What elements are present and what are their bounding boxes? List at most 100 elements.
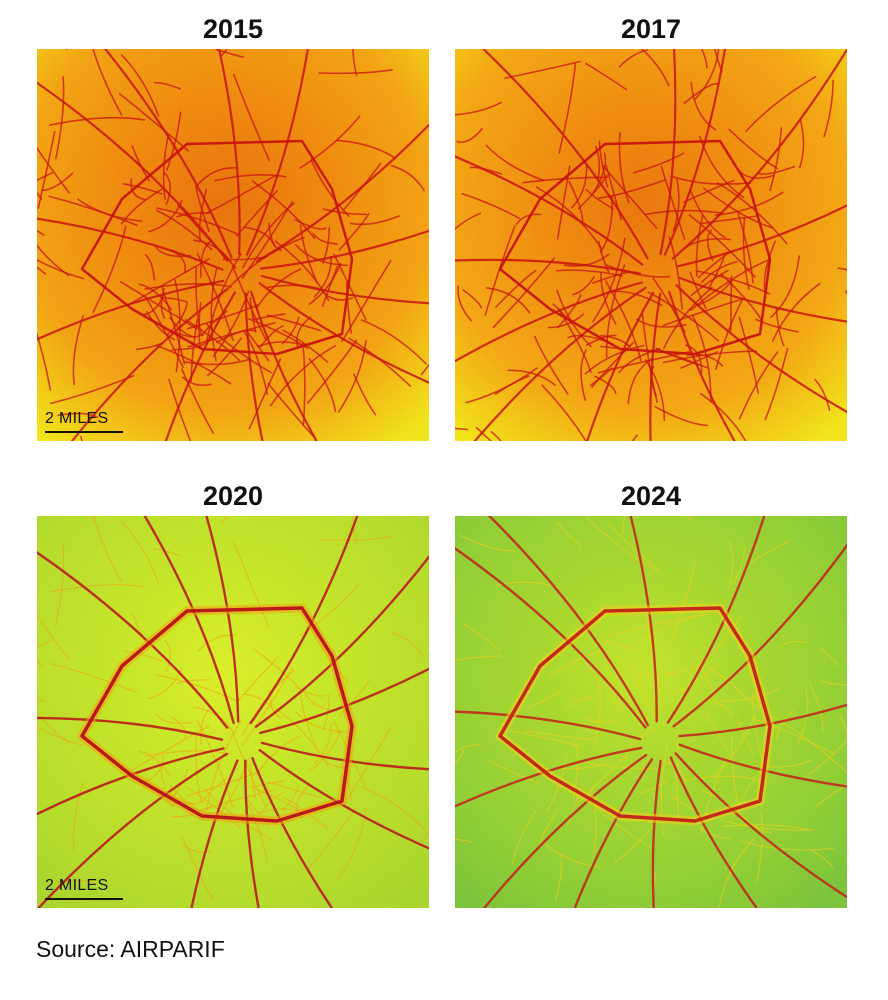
street (602, 165, 658, 229)
street (525, 730, 594, 741)
street (294, 686, 327, 697)
street (604, 280, 642, 362)
street (232, 73, 270, 161)
street (689, 189, 726, 239)
scale-line (45, 431, 123, 433)
street (49, 584, 145, 593)
road-network (455, 516, 847, 908)
street (390, 164, 425, 192)
street (313, 255, 332, 298)
street (241, 668, 293, 746)
street (701, 215, 759, 225)
street (631, 434, 638, 441)
street (536, 186, 603, 249)
street (195, 732, 202, 803)
street (282, 329, 329, 363)
street (798, 118, 805, 169)
street (153, 81, 181, 90)
arterial-road (245, 49, 309, 256)
street (337, 339, 367, 413)
street (771, 282, 821, 342)
street (585, 62, 628, 91)
arterial-road (244, 292, 264, 441)
street (601, 640, 636, 651)
street (456, 128, 483, 143)
street (282, 783, 300, 812)
street (580, 349, 587, 401)
arterial-road (651, 759, 662, 908)
street (455, 743, 482, 754)
panel-2020: 2020 2 MILES (37, 476, 429, 908)
street (618, 132, 630, 204)
arterial-road (668, 290, 736, 441)
street (162, 135, 169, 200)
street (755, 318, 799, 333)
street (174, 279, 181, 373)
map-background (455, 516, 847, 908)
arterial-road (251, 756, 334, 908)
street (589, 788, 597, 858)
street (600, 334, 631, 348)
street (492, 257, 555, 329)
street (163, 172, 172, 206)
street (647, 291, 720, 342)
street (640, 49, 670, 87)
street (168, 378, 192, 441)
street (160, 754, 166, 786)
street (814, 378, 831, 411)
street (660, 165, 686, 240)
street (156, 674, 239, 702)
street (420, 363, 429, 376)
street (41, 172, 74, 192)
pollution-map: 2 MILES (37, 49, 429, 441)
street (455, 748, 465, 764)
arterial-road (37, 279, 225, 341)
street (690, 259, 769, 311)
street (145, 254, 156, 281)
map-background (37, 516, 429, 908)
street (420, 830, 429, 843)
street (671, 662, 720, 697)
street (166, 111, 182, 171)
panel-title: 2024 (620, 481, 682, 511)
ring-road (498, 139, 772, 356)
street (557, 293, 582, 329)
street (221, 49, 228, 57)
street (252, 180, 316, 240)
street (808, 681, 824, 733)
street (169, 784, 196, 805)
arterial-road (663, 49, 727, 256)
street (119, 280, 198, 330)
street (542, 841, 601, 868)
arterial-road (254, 554, 429, 728)
street (713, 718, 754, 777)
street (546, 753, 568, 812)
street (670, 560, 696, 644)
street (349, 215, 401, 226)
street (672, 178, 680, 232)
panel-2015: 2015 2 MILES (37, 9, 429, 441)
street (338, 807, 367, 880)
street (707, 713, 729, 751)
street (336, 139, 397, 160)
street (267, 781, 322, 799)
street (231, 265, 267, 340)
arterial-road (586, 291, 655, 441)
arterial-road (678, 703, 847, 738)
street (308, 358, 337, 413)
street (660, 613, 704, 624)
arterial-road (455, 281, 643, 363)
street (322, 208, 367, 216)
street (581, 760, 660, 770)
street (743, 817, 773, 833)
road-network (37, 49, 429, 441)
street (776, 709, 795, 741)
map-graphic (455, 516, 847, 908)
street (556, 165, 571, 240)
street (524, 689, 563, 710)
street (586, 516, 659, 572)
street (592, 237, 626, 323)
street (537, 809, 560, 849)
street (640, 664, 701, 676)
street (256, 735, 301, 776)
